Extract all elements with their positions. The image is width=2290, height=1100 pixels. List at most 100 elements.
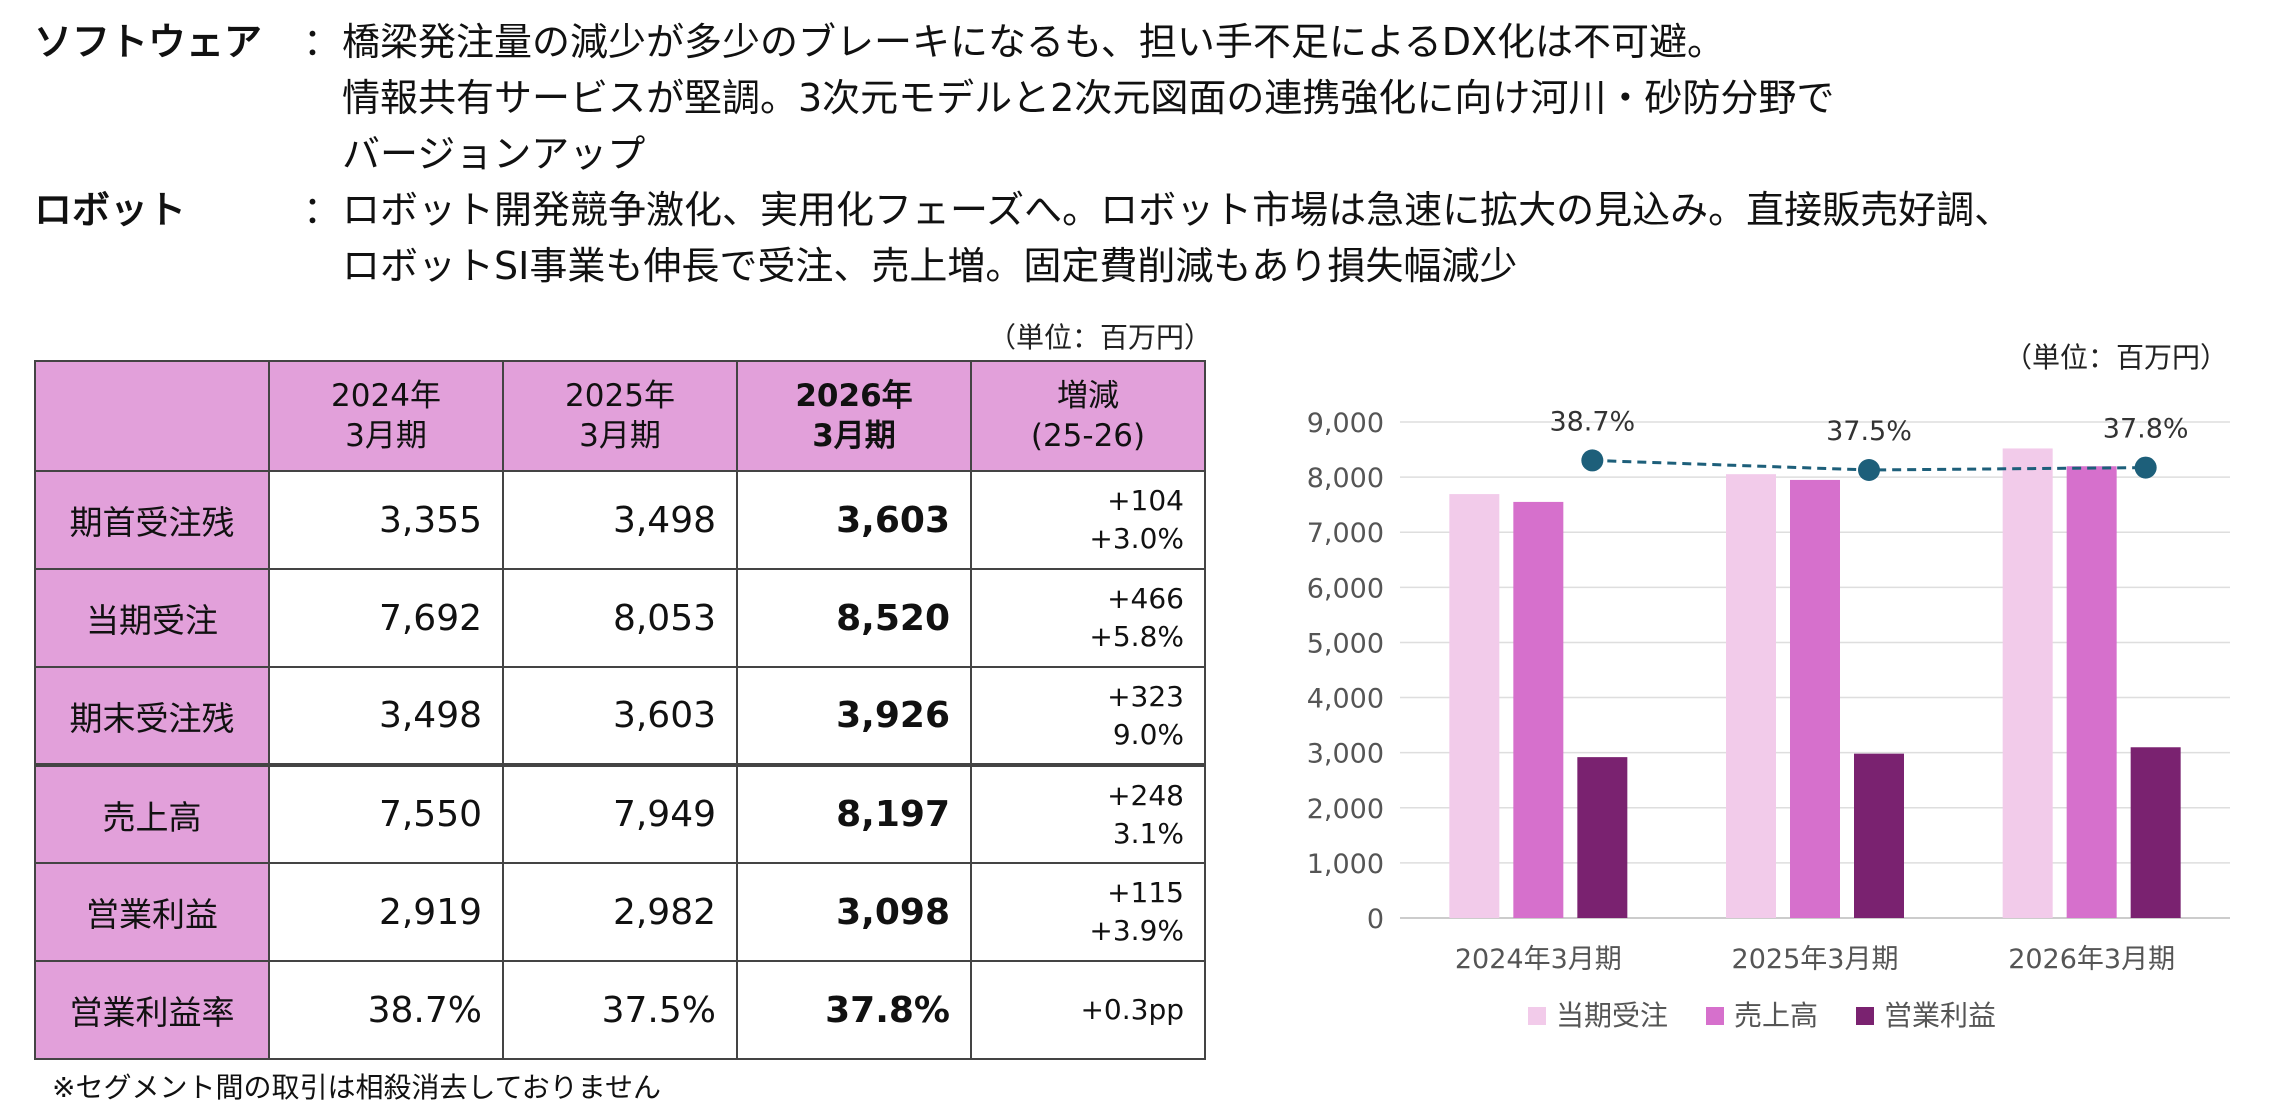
margin-point [2134, 456, 2157, 479]
legend-label: 営業利益 [1884, 999, 1996, 1032]
change-amount: +248 [1107, 778, 1184, 812]
bar-当期受注 [2002, 448, 2053, 918]
table-row: 営業利益率 38.7% 37.5% 37.8% +0.3pp [34, 960, 1206, 1060]
header-line: 3月期 [579, 418, 661, 454]
header-line: 3月期 [345, 418, 427, 454]
bar-売上高 [2066, 466, 2117, 918]
table-unit-label: （単位：百万円） [988, 321, 1213, 354]
cell-2026: 8,520 [736, 568, 972, 668]
change-rate: +3.0% [1089, 522, 1184, 555]
header-line: 2025年 [565, 378, 675, 414]
cell-change: +466 +5.8% [970, 568, 1206, 668]
column-header-change: 増減 (25-26) [970, 360, 1206, 472]
margin-data-label: 37.5% [1826, 416, 1912, 447]
cell-change: +104 +3.0% [970, 470, 1206, 570]
bar-売上高 [1790, 479, 1840, 918]
cell-2025: 3,498 [502, 470, 738, 570]
table-row: 期末受注残 3,498 3,603 3,926 +323 9.0% [34, 666, 1206, 766]
y-tick-label: 7,000 [1307, 518, 1384, 549]
cell-2025: 8,053 [502, 568, 738, 668]
note-text: バージョンアップ [342, 132, 646, 176]
cell-2024: 3,355 [268, 470, 504, 570]
row-header: 期末受注残 [34, 666, 270, 766]
row-header: 営業利益 [34, 862, 270, 962]
change-amount: +104 [1107, 484, 1184, 517]
cell-2025: 7,949 [502, 763, 738, 864]
bar-当期受注 [1726, 474, 1776, 918]
cell-change: +115 +3.9% [970, 862, 1206, 962]
note-label: ソフトウェア [34, 20, 263, 64]
note-colon: ： [302, 188, 341, 232]
change-rate: 9.0% [1112, 717, 1184, 751]
legend-label: 当期受注 [1556, 999, 1668, 1032]
note-label: ロボット [34, 188, 187, 232]
note-robot: ロボット ： ロボット開発競争激化、実用化フェーズへ。ロボット市場は急速に拡大の… [34, 182, 2274, 294]
x-tick-label: 2024年3月期 [1455, 944, 1622, 975]
table-row: 当期受注 7,692 8,053 8,520 +466 +5.8% [34, 568, 1206, 668]
cell-2024: 2,919 [268, 862, 504, 962]
table-row: 売上高 7,550 7,949 8,197 +248 3.1% [34, 763, 1206, 864]
footnote: ※セグメント間の取引は相殺消去しておりません [52, 1071, 661, 1100]
cell-change: +248 3.1% [970, 763, 1206, 864]
y-tick-label: 6,000 [1307, 573, 1384, 604]
header-line: 2024年 [331, 378, 441, 414]
cell-2025: 37.5% [502, 960, 738, 1060]
margin-point [1858, 459, 1880, 481]
note-text: 橋梁発注量の減少が多少のブレーキになるも、担い手不足によるDX化は不可避。 [342, 20, 1726, 64]
financial-table: 2024年 3月期 2025年 3月期 2026年 3月期 増減 (25-26)… [34, 360, 1206, 1060]
margin-data-label: 38.7% [1549, 406, 1635, 437]
cell-2025: 2,982 [502, 862, 738, 962]
orders-sales-profit-chart: 0 1,000 2,000 3,000 4,000 5,000 6,000 7,000 8,00… [1307, 406, 2230, 1032]
change-amount: +115 [1107, 876, 1184, 909]
column-header-2026: 2026年 3月期 [736, 360, 972, 472]
table-row: 期首受注残 3,355 3,498 3,603 +104 +3.0% [34, 470, 1206, 570]
note-text: 情報共有サービスが堅調。3次元モデルと2次元図面の連携強化に向け河川・砂防分野で [342, 76, 1835, 120]
header-line: (25-26) [1030, 418, 1146, 454]
y-tick-label: 8,000 [1307, 463, 1384, 494]
margin-data-label: 37.8% [2103, 414, 2189, 445]
cell-change: +323 9.0% [970, 666, 1206, 766]
chart-unit-label: （単位：百万円） [2004, 341, 2229, 374]
legend-swatch [1856, 1007, 1874, 1025]
y-tick-label: 3,000 [1307, 739, 1384, 770]
bar-営業利益 [2130, 747, 2181, 918]
margin-point [1581, 449, 1604, 472]
cell-2025: 3,603 [502, 666, 738, 766]
cell-2026: 8,197 [736, 763, 972, 864]
change-amount: +0.3pp [1080, 993, 1184, 1026]
header-line: 2026年 [795, 378, 913, 414]
legend-label: 売上高 [1734, 999, 1818, 1032]
bar-売上高 [1513, 501, 1564, 918]
row-header: 売上高 [34, 763, 270, 864]
header-line: 3月期 [812, 418, 896, 454]
row-header: 期首受注残 [34, 470, 270, 570]
row-header: 営業利益率 [34, 960, 270, 1060]
row-header: 当期受注 [34, 568, 270, 668]
change-amount: +323 [1107, 679, 1184, 713]
bar-営業利益 [1577, 757, 1628, 918]
cell-change: +0.3pp [970, 960, 1206, 1060]
cell-2026: 3,603 [736, 470, 972, 570]
y-tick-label: 4,000 [1307, 684, 1384, 715]
cell-2024: 38.7% [268, 960, 504, 1060]
change-rate: 3.1% [1112, 816, 1184, 850]
y-tick-label: 5,000 [1307, 628, 1384, 659]
cell-2024: 3,498 [268, 666, 504, 766]
y-tick-label: 0 [1367, 904, 1384, 935]
bar-営業利益 [1854, 753, 1904, 918]
header-line: 増減 [1057, 378, 1119, 414]
table-header-row: 2024年 3月期 2025年 3月期 2026年 3月期 増減 (25-26) [34, 360, 1206, 472]
y-tick-label: 2,000 [1307, 794, 1384, 825]
table-row: 営業利益 2,919 2,982 3,098 +115 +3.9% [34, 862, 1206, 962]
legend-swatch [1706, 1007, 1724, 1025]
column-header-2024: 2024年 3月期 [268, 360, 504, 472]
y-tick-label: 9,000 [1307, 408, 1384, 439]
bar-当期受注 [1449, 494, 1500, 918]
change-rate: +5.8% [1089, 620, 1184, 653]
x-tick-label: 2025年3月期 [1732, 944, 1899, 975]
legend-swatch [1528, 1007, 1546, 1025]
change-amount: +466 [1107, 582, 1184, 615]
table-corner [34, 360, 270, 472]
cell-2024: 7,550 [268, 763, 504, 864]
segment-notes: ソフトウェア ： 橋梁発注量の減少が多少のブレーキになるも、担い手不足によるDX… [34, 14, 2274, 294]
